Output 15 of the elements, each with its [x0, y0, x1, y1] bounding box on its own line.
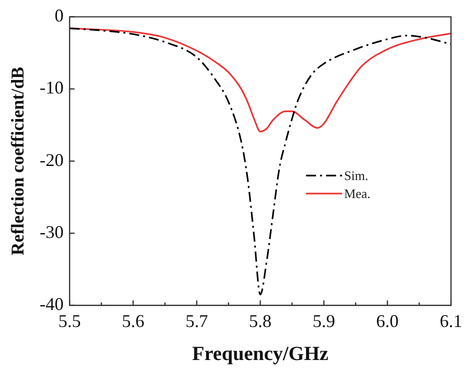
y-tick-label: -20 — [40, 150, 64, 170]
line-series — [70, 28, 451, 296]
x-tick-label: 5.9 — [312, 310, 336, 331]
legend-label: Mea. — [344, 186, 370, 201]
y-tick-label: -30 — [40, 222, 64, 242]
x-axis-title: Frequency/GHz — [192, 343, 329, 366]
y-tick-label: 0 — [54, 6, 64, 26]
legend-label: Sim. — [344, 168, 368, 183]
y-tick-label: -10 — [40, 78, 64, 98]
x-tick-label: 6.1 — [440, 310, 462, 331]
x-tick-label: 6.0 — [376, 310, 399, 331]
x-tick-label: 5.6 — [122, 310, 144, 331]
x-tick-label: 5.8 — [249, 310, 272, 331]
y-axis-title: Reflection coefficient/dB — [7, 66, 28, 256]
x-tick-label: 5.7 — [185, 310, 208, 331]
